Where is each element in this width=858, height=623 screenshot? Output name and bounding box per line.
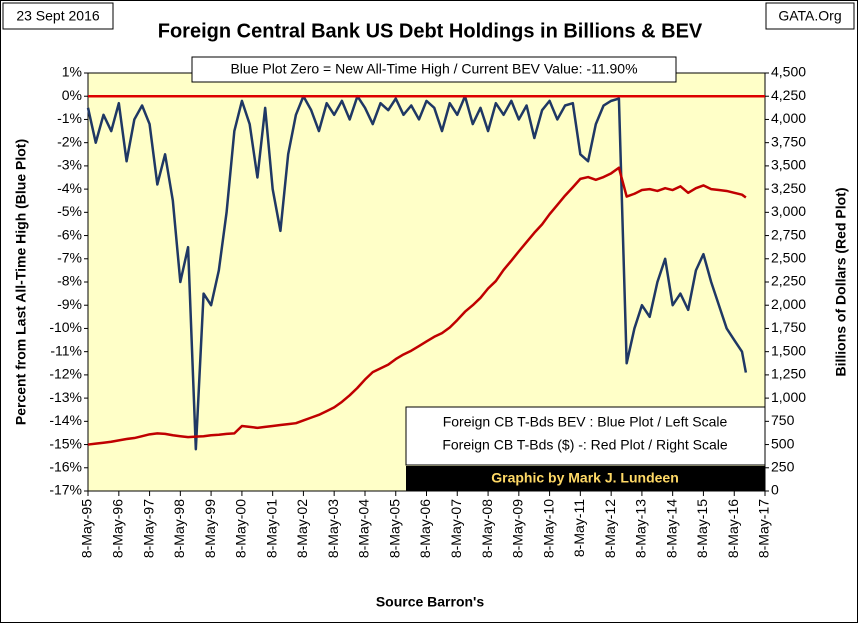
site-label: GATA.Org [778, 8, 841, 24]
x-tick-label: 8-May-09 [510, 499, 526, 558]
y-tick-label: -3% [57, 157, 82, 173]
x-tick-label: 8-May-05 [386, 499, 402, 558]
x-tick-label: 8-May-98 [171, 499, 187, 558]
x-tick-label: 8-May-01 [263, 499, 279, 558]
x-tick-label: 8-May-07 [448, 499, 464, 558]
date-label: 23 Sept 2016 [16, 8, 100, 24]
y-tick-label: -17% [49, 482, 82, 498]
x-tick-label: 8-May-06 [417, 499, 433, 558]
x-tick-label: 8-May-02 [294, 499, 310, 558]
y2-tick-label: 3,250 [771, 180, 806, 196]
y-axis-label: Percent from Last All-Time High (Blue Pl… [13, 139, 29, 425]
y2-tick-label: 2,000 [771, 296, 806, 312]
x-tick-label: 8-May-11 [571, 499, 587, 557]
x-tick-label: 8-May-03 [325, 499, 341, 558]
y2-tick-label: 2,500 [771, 249, 806, 265]
legend-line: Foreign CB T-Bds BEV : Blue Plot / Left … [443, 414, 728, 430]
y2-tick-label: 1,250 [771, 366, 806, 382]
credit-bar [406, 466, 765, 491]
y-tick-label: -12% [49, 366, 82, 382]
y-tick-label: -8% [57, 273, 82, 289]
y2-axis-label: Billions of Dollars (Red Plot) [833, 187, 849, 376]
y-tick-label: -6% [57, 226, 82, 242]
credit: Graphic by Mark J. Lundeen [491, 470, 679, 486]
x-tick-label: 8-May-99 [202, 499, 218, 558]
y-tick-label: -11% [50, 342, 82, 358]
x-tick-label: 8-May-15 [694, 499, 710, 558]
x-tick-label: 8-May-08 [479, 499, 495, 558]
y-tick-label: -5% [57, 203, 82, 219]
x-tick-label: 8-May-96 [110, 499, 126, 558]
y-tick-label: -15% [49, 435, 82, 451]
y2-tick-label: 1,750 [771, 319, 806, 335]
y-tick-label: -10% [49, 319, 82, 335]
y-tick-label: 1% [62, 64, 82, 80]
y-tick-label: -13% [49, 389, 82, 405]
y2-tick-label: 1,500 [771, 342, 806, 358]
y-tick-label: -1% [57, 110, 82, 126]
site-box [765, 2, 855, 30]
y-tick-label: -16% [49, 458, 82, 474]
y-tick-label: -9% [57, 296, 82, 312]
x-tick-label: 8-May-16 [725, 499, 741, 558]
x-tick-label: 8-May-14 [663, 499, 679, 558]
y2-tick-label: 4,000 [771, 110, 806, 126]
y2-tick-label: 3,000 [771, 203, 806, 219]
x-tick-label: 8-May-13 [633, 499, 649, 558]
x-tick-label: 8-May-95 [79, 499, 95, 558]
x-tick-label: 8-May-10 [540, 499, 556, 558]
y2-tick-label: 4,500 [771, 64, 806, 80]
y-tick-label: -4% [57, 180, 82, 196]
date-box [2, 2, 114, 30]
y-tick-label: 0% [62, 87, 82, 103]
y2-tick-label: 2,750 [771, 226, 806, 242]
y2-tick-label: 1,000 [771, 389, 806, 405]
y2-tick-label: 4,250 [771, 87, 806, 103]
y-tick-label: -14% [49, 412, 82, 428]
y2-tick-label: 3,750 [771, 133, 806, 149]
x-tick-label: 8-May-04 [356, 499, 372, 558]
chart-title: Foreign Central Bank US Debt Holdings in… [158, 20, 703, 42]
y2-tick-label: 500 [771, 435, 795, 451]
legend-line: Foreign CB T-Bds ($) -: Red Plot / Right… [442, 437, 728, 453]
x-axis-label: Source Barron's [376, 594, 485, 610]
x-tick-label: 8-May-17 [756, 499, 772, 558]
annotation: Blue Plot Zero = New All-Time High / Cur… [230, 61, 637, 77]
series-line [86, 94, 748, 451]
y-tick-label: -7% [57, 249, 82, 265]
series-line [87, 166, 747, 446]
legend-box [405, 406, 766, 466]
plot [86, 94, 765, 451]
y-tick-label: -2% [57, 133, 82, 149]
y2-tick-label: 3,500 [771, 157, 806, 173]
annotation-box [191, 56, 677, 83]
y2-tick-label: 0 [771, 482, 779, 498]
x-tick-label: 8-May-12 [602, 499, 618, 558]
x-tick-label: 8-May-97 [140, 499, 156, 558]
y2-tick-label: 250 [771, 458, 795, 474]
y2-tick-label: 750 [771, 412, 795, 428]
x-tick-label: 8-May-00 [233, 499, 249, 558]
y2-tick-label: 2,250 [771, 273, 806, 289]
